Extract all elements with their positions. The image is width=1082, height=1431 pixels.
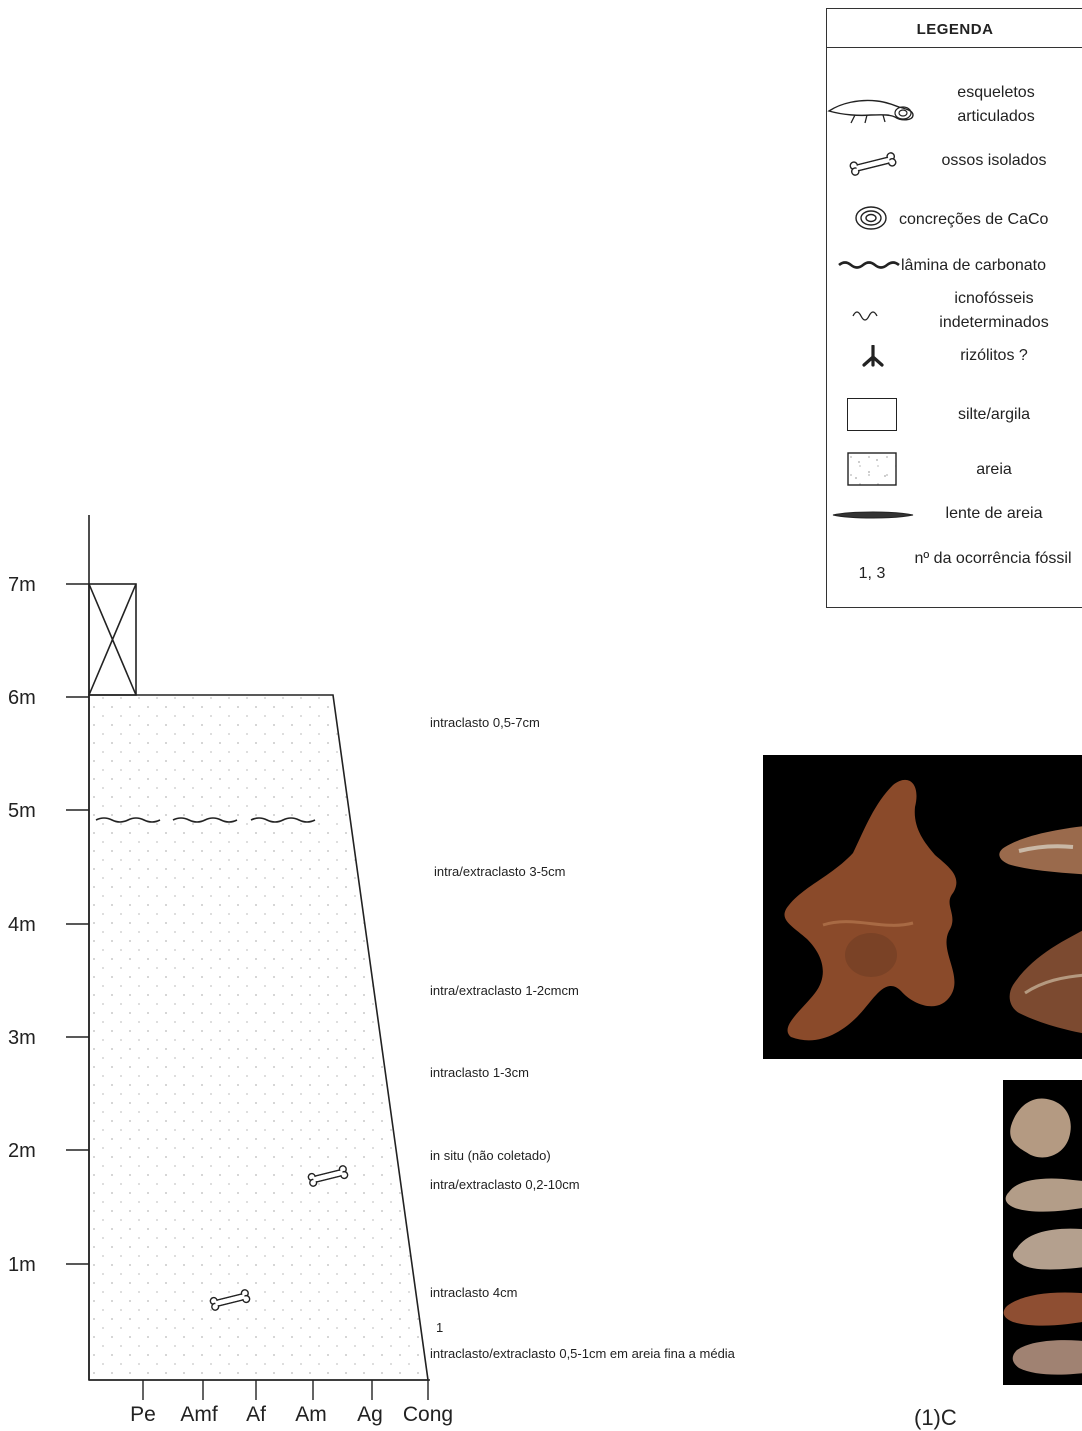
fossil-specimens-strip: [1003, 1098, 1082, 1375]
y-tick-7m: 7m: [8, 574, 36, 596]
legend-box: LEGENDA esqueletos articulados ossos iso…: [826, 8, 1082, 608]
y-tick-3m: 3m: [8, 1027, 36, 1049]
figure-caption: (1)C: [914, 1405, 957, 1430]
legend-label-occurrence: nº da ocorrência fóssil: [914, 550, 1072, 567]
annotation-2: intra/extraclasto 3-5cm: [434, 864, 566, 879]
annotation-5: in situ (não coletado): [430, 1148, 551, 1163]
legend-label-sand: areia: [976, 461, 1012, 478]
legend-label-ichno: icnofósseis indeterminados: [939, 290, 1049, 331]
x-tick-ag: Ag: [357, 1403, 383, 1426]
x-tick-amf: Amf: [180, 1403, 218, 1426]
y-tick-4m: 4m: [8, 914, 36, 936]
y-tick-2m: 2m: [8, 1140, 36, 1162]
occurrence-number: 1: [436, 1320, 443, 1335]
covered-interval-box: [88, 583, 137, 696]
y-tick-marks: [66, 583, 89, 1265]
fossil-photo-main: [763, 755, 1082, 1059]
legend-label-carbonate: lâmina de carbonato: [901, 257, 1046, 274]
rhizolith-icon: [862, 345, 884, 367]
articulated-skeleton-icon: [827, 99, 914, 124]
legend-title: LEGENDA: [827, 9, 1082, 48]
x-tick-am: Am: [295, 1403, 327, 1426]
annotation-3: intra/extraclasto 1-2cmcm: [430, 983, 579, 998]
ichnofossil-icon: [852, 311, 878, 321]
legend-label-concretions: concreções de CaCo: [899, 211, 1049, 228]
sand-swatch: [847, 452, 897, 486]
carbonate-lamina: [95, 817, 316, 823]
y-tick-6m: 6m: [8, 687, 36, 709]
annotation-7: intraclasto 4cm: [430, 1285, 517, 1300]
sand-lens-icon: [832, 511, 914, 519]
concretion-icon: [855, 206, 887, 230]
legend-label-rhizo: rizólitos ?: [960, 347, 1028, 364]
x-tick-af: Af: [246, 1403, 266, 1426]
annotation-6: intra/extraclasto 0,2-10cm: [430, 1177, 580, 1192]
legend-label-bones: ossos isolados: [941, 152, 1047, 169]
x-tick-marks: [142, 1380, 429, 1400]
silt-clay-swatch: [847, 398, 897, 431]
legend-label-lens: lente de areia: [945, 505, 1043, 522]
annotation-1: intraclasto 0,5-7cm: [430, 715, 540, 730]
carbonate-lamina-icon: [838, 261, 900, 269]
legend-label-skeletons: esqueletos articulados: [957, 84, 1035, 125]
stratigraphic-section: 7m 6m 5m 4m 3m 2m 1m Pe Amf Af Am Ag Con…: [8, 515, 736, 1426]
legend-occurrence-sample: 1, 3: [858, 565, 886, 582]
y-tick-5m: 5m: [8, 800, 36, 822]
bone-icon-upper: [307, 1165, 349, 1187]
fossil-specimen-image: [784, 779, 1082, 1041]
x-tick-pe: Pe: [130, 1403, 156, 1426]
legend-label-silt: silte/argila: [957, 406, 1031, 423]
annotation-8: intraclasto/extraclasto 0,5-1cm em areia…: [430, 1346, 736, 1361]
annotation-4: intraclasto 1-3cm: [430, 1065, 529, 1080]
isolated-bone-icon: [849, 152, 897, 176]
bone-icon-lower: [209, 1289, 251, 1311]
sand-body: [88, 694, 429, 1381]
x-tick-cong: Cong: [403, 1403, 453, 1426]
fossil-photo-strip: [1003, 1080, 1082, 1385]
y-tick-1m: 1m: [8, 1254, 36, 1276]
